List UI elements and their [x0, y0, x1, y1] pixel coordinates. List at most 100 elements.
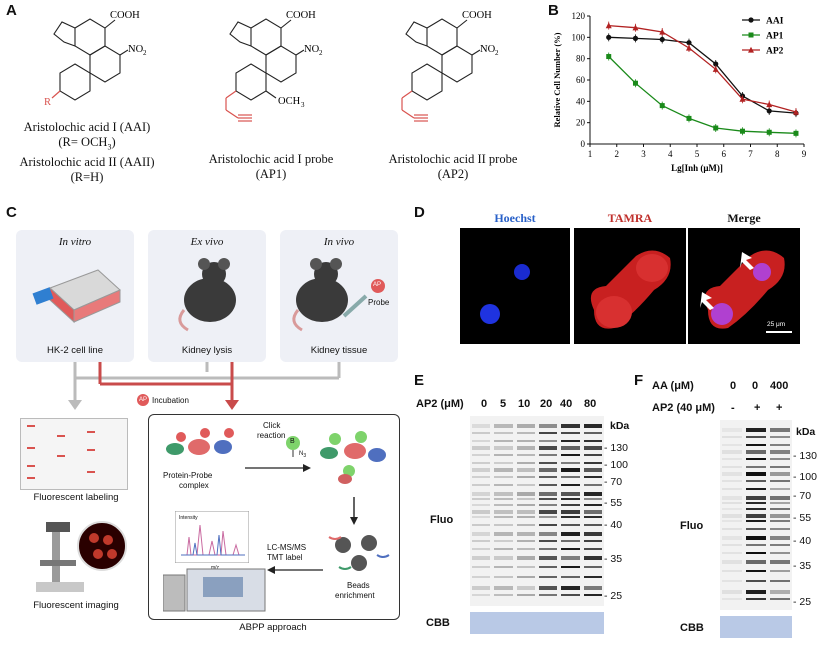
gel-band — [583, 498, 602, 500]
gel-band — [539, 424, 558, 428]
gel-band — [770, 570, 790, 572]
gel-band — [539, 476, 558, 478]
ex-vivo-title: Ex vivo — [190, 236, 224, 248]
gel-band — [494, 532, 513, 536]
gel-band — [583, 548, 602, 550]
gel-band — [494, 576, 513, 578]
gel-band — [516, 576, 535, 578]
gel-band — [494, 524, 513, 526]
x-tick-label: 1 — [588, 149, 593, 159]
gel-band — [472, 566, 491, 568]
structure-aai: COOH NO 2 R — [44, 10, 147, 108]
point-ap2 — [659, 28, 666, 35]
gel-band — [770, 458, 790, 460]
gel-band — [472, 540, 491, 542]
gel-band — [746, 590, 766, 594]
gel-band — [516, 462, 535, 464]
gel-f-ap2-header: AP2 (40 μM) — [652, 402, 715, 414]
gel-band — [494, 556, 513, 560]
aai-r: (R= OCH3) — [58, 135, 116, 152]
molecular-weight-marker: - 100 — [604, 459, 628, 471]
y-tick-label: 20 — [576, 118, 586, 128]
gel-e-concentration: 40 — [560, 398, 573, 410]
r-group-text: R — [44, 97, 51, 108]
y-tick-label: 100 — [572, 32, 586, 42]
point-ap1 — [632, 80, 638, 86]
gel-band — [746, 488, 766, 490]
gel-band — [583, 468, 602, 472]
gel-band — [539, 484, 558, 486]
labeling-gel — [20, 418, 128, 490]
point-aai — [632, 35, 639, 41]
gel-f-ap2-value: + — [776, 402, 783, 414]
gel-band — [770, 520, 790, 522]
gel-band — [494, 504, 513, 506]
panel-label-b: B — [548, 2, 559, 19]
gel-band — [516, 484, 535, 486]
gel-band — [561, 484, 580, 486]
gel-band — [770, 444, 790, 446]
merge-image — [688, 228, 800, 344]
gel-band — [770, 450, 790, 454]
point-ap2 — [712, 66, 719, 72]
point-ap1 — [713, 125, 719, 131]
gel-band — [746, 544, 766, 546]
point-aai — [713, 61, 719, 67]
mouse-syringe-icon — [292, 258, 385, 332]
structure-ap2: COOH NO 2 — [401, 10, 499, 122]
ap1-abbrev: (AP1) — [255, 167, 287, 181]
gel-f-ap2-value: + — [754, 402, 761, 414]
gel-band — [494, 594, 513, 596]
gel-lane — [746, 420, 766, 610]
molecular-weight-marker: - 35 — [604, 553, 623, 565]
microscope-icon — [36, 521, 127, 592]
series-line-aai — [608, 36, 797, 114]
no2-text: NO — [128, 44, 144, 55]
gel-band — [561, 532, 580, 536]
kidney-tissue-label: Kidney tissue — [310, 345, 368, 356]
gel-f-aa-value: 400 — [770, 380, 789, 392]
gel-band — [539, 492, 558, 496]
series-line-ap1 — [608, 56, 797, 134]
gel-band — [746, 502, 766, 504]
gel-band — [494, 462, 513, 464]
no2-sub: 2 — [143, 49, 147, 57]
gel-band — [722, 544, 742, 546]
tamra-title: TAMRA — [607, 211, 653, 225]
gel-band — [494, 440, 513, 442]
gel-band — [561, 498, 580, 500]
panel-label-e: E — [414, 372, 425, 389]
gel-band — [494, 492, 513, 496]
cooh-text: COOH — [286, 10, 316, 21]
ap2-abbrev: (AP2) — [437, 167, 469, 181]
gel-band — [494, 446, 513, 450]
gel-lane — [722, 420, 742, 610]
gel-band — [539, 432, 558, 434]
ex-vivo-box: Ex vivo Kidney lysis — [148, 230, 266, 362]
gel-band — [722, 488, 742, 490]
in-vivo-title: In vivo — [323, 236, 355, 248]
cell-flask-icon — [32, 269, 121, 324]
gel-band — [539, 532, 558, 536]
molecular-weight-marker: - 70 — [604, 476, 623, 488]
point-ap2 — [792, 108, 799, 115]
gel-band — [770, 514, 790, 518]
gel-band — [539, 504, 558, 506]
gel-f-aa-value: 0 — [752, 380, 759, 392]
gel-lane — [516, 416, 535, 606]
gel-band — [583, 556, 602, 560]
gel-band — [516, 504, 535, 506]
gel-band — [770, 590, 790, 594]
point-ap2 — [766, 101, 773, 108]
aai-name: Aristolochic acid I (AAI) — [23, 120, 151, 134]
gel-band — [770, 472, 790, 476]
ap2-caption: Aristolochic acid II probe (AP2) — [378, 152, 528, 182]
gel-band — [770, 436, 790, 438]
gel-band — [516, 446, 535, 450]
fluorescent-imaging-label: Fluorescent imaging — [33, 600, 119, 611]
molecular-weight-marker: - 25 — [793, 596, 812, 608]
molecular-weight-marker: - 35 — [793, 560, 812, 572]
cooh-text: COOH — [462, 10, 492, 21]
gel-band — [539, 576, 558, 578]
gel-lane — [472, 416, 491, 606]
